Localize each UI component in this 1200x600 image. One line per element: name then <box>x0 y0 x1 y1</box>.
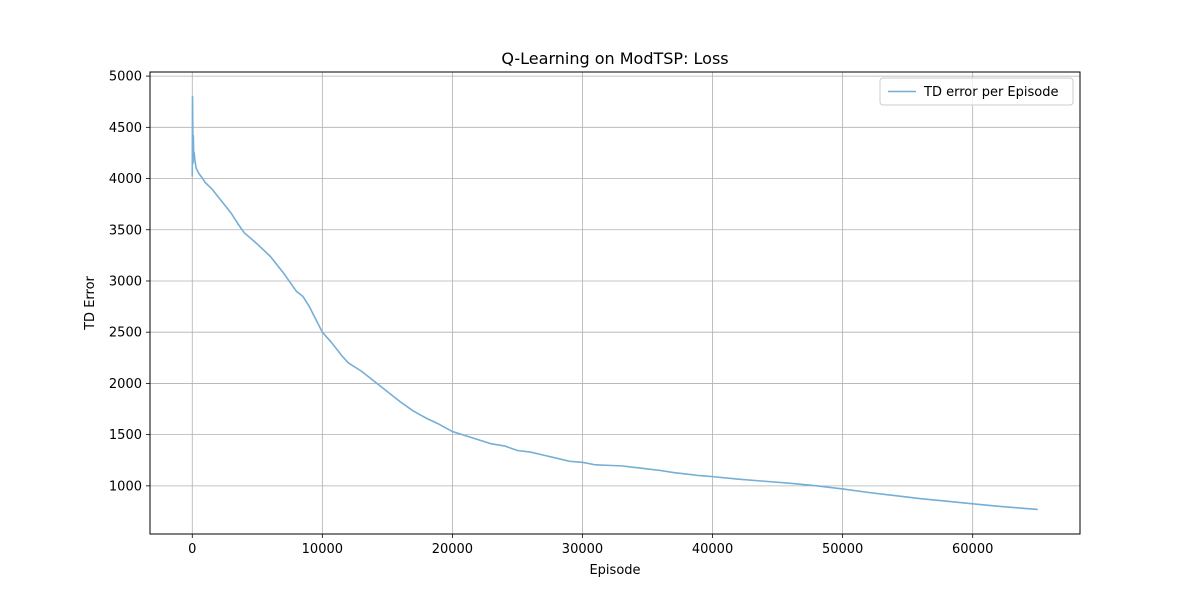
y-tick-label: 1500 <box>109 428 142 443</box>
y-tick-label: 5000 <box>109 70 142 85</box>
y-tick-label: 2000 <box>109 377 142 392</box>
legend-label: TD error per Episode <box>923 85 1058 100</box>
chart-title: Q-Learning on ModTSP: Loss <box>501 49 728 68</box>
x-tick-label: 30000 <box>562 542 603 557</box>
y-axis-ticks: 1000 1500 2000 2500 3000 3500 4000 4500 5000 <box>109 70 150 494</box>
y-axis-title: TD Error <box>83 275 98 330</box>
series-line <box>191 95 1038 511</box>
x-axis-title: Episode <box>589 563 640 578</box>
x-tick-label: 40000 <box>692 542 733 557</box>
series-layer <box>191 95 1038 511</box>
y-tick-label: 1000 <box>109 479 142 494</box>
plot-frame <box>149 71 1081 535</box>
x-axis-ticks: 0 10000 20000 30000 40000 50000 60000 <box>188 534 993 557</box>
y-tick-label: 3500 <box>109 223 142 238</box>
y-tick-label: 4000 <box>109 172 142 187</box>
y-tick-label: 2500 <box>109 326 142 341</box>
x-tick-label: 60000 <box>952 542 993 557</box>
y-tick-label: 4500 <box>109 121 142 136</box>
legend: TD error per Episode <box>879 77 1074 106</box>
x-tick-label: 0 <box>188 542 196 557</box>
legend-box <box>879 77 1074 106</box>
x-tick-label: 50000 <box>822 542 863 557</box>
x-tick-label: 10000 <box>302 542 343 557</box>
grid <box>150 72 1080 534</box>
y-tick-label: 3000 <box>109 274 142 289</box>
x-tick-label: 20000 <box>432 542 473 557</box>
